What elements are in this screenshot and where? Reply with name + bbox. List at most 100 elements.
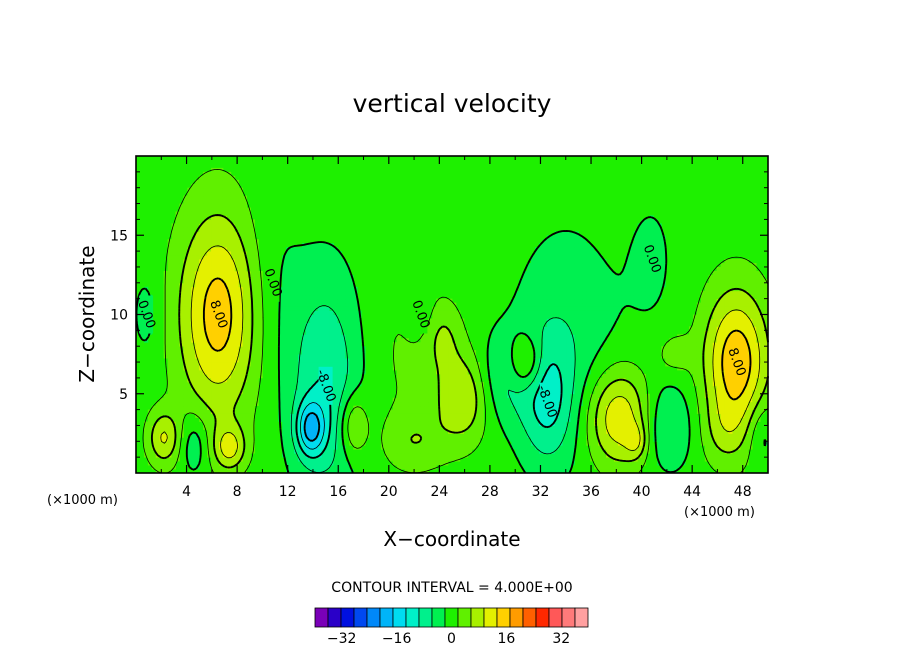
contour-cell	[203, 421, 208, 426]
contour-cell	[732, 445, 737, 450]
contour-cell	[250, 362, 255, 367]
contour-cell	[499, 401, 504, 407]
contour-cell	[546, 377, 552, 383]
contour-cell	[562, 429, 567, 434]
contour-cell	[606, 425, 611, 430]
contour-cell	[199, 362, 204, 367]
contour-cell	[665, 346, 670, 351]
contour-cell	[195, 330, 200, 335]
contour-cell	[440, 346, 445, 351]
contour-cell	[325, 453, 330, 458]
contour-cell	[286, 298, 291, 304]
contour-cell	[444, 413, 449, 418]
contour-cell	[491, 373, 496, 379]
contour-cell	[582, 314, 587, 319]
contour-cell	[550, 326, 556, 331]
contour-cell	[195, 322, 200, 327]
contour-cell	[242, 366, 247, 371]
contour-cell	[677, 429, 682, 434]
contour-cell	[408, 346, 413, 351]
contour-cell	[610, 381, 615, 387]
contour-cell	[428, 405, 433, 410]
contour-cell	[282, 377, 287, 383]
contour-cell	[740, 421, 745, 426]
contour-cell	[242, 346, 247, 351]
contour-cell	[341, 330, 346, 335]
contour-cell	[329, 437, 334, 442]
contour-cell	[207, 425, 212, 430]
contour-cell	[294, 334, 299, 339]
contour-cell	[704, 373, 710, 379]
contour-cell	[708, 377, 714, 383]
contour-cell	[226, 338, 232, 343]
contour-cell	[661, 409, 666, 414]
contour-cell	[637, 429, 642, 434]
contour-cell	[677, 354, 682, 359]
contour-cell	[503, 346, 508, 351]
contour-cell	[313, 322, 319, 327]
contour-cell	[258, 354, 263, 359]
contour-cell	[629, 453, 635, 458]
contour-cell	[286, 381, 291, 387]
contour-cell	[436, 409, 441, 414]
contour-cell	[629, 405, 635, 410]
contour-cell	[610, 369, 615, 375]
contour-cell	[448, 441, 453, 446]
contour-cell	[238, 326, 244, 331]
contour-cell	[215, 389, 220, 395]
contour-cell	[436, 413, 441, 418]
contour-cell	[246, 338, 251, 343]
contour-cell	[282, 417, 287, 422]
contour-cell	[716, 401, 721, 407]
contour-cell	[297, 362, 303, 367]
contour-cell	[740, 338, 745, 343]
contour-cell	[669, 445, 674, 450]
contour-cell	[179, 314, 184, 319]
contour-cell	[467, 342, 473, 347]
contour-cell	[408, 465, 413, 470]
contour-cell	[337, 346, 342, 351]
contour-cell	[159, 429, 165, 434]
contour-cell	[621, 453, 627, 458]
contour-cell	[633, 425, 639, 430]
contour-cell	[748, 322, 753, 327]
contour-cell	[602, 461, 607, 466]
contour-cell	[207, 421, 212, 426]
contour-cell	[507, 350, 512, 355]
contour-cell	[471, 377, 477, 383]
contour-cell	[645, 306, 650, 311]
contour-cell	[420, 465, 425, 470]
contour-cell	[459, 425, 465, 430]
contour-cell	[463, 413, 469, 418]
contour-cell	[444, 453, 449, 458]
contour-cell	[238, 318, 244, 323]
contour-cell	[586, 318, 591, 323]
contour-cell	[230, 449, 236, 454]
contour-cell	[195, 445, 200, 450]
contour-cell	[175, 389, 180, 395]
contour-cell	[602, 457, 607, 462]
contour-cell	[211, 413, 216, 418]
contour-cell	[499, 326, 504, 331]
contour-cell	[685, 358, 690, 363]
contour-cell	[136, 314, 141, 319]
contour-cell	[246, 302, 251, 307]
contour-cell	[724, 362, 729, 367]
contour-cell	[570, 322, 575, 327]
contour-cell	[286, 405, 291, 410]
contour-cell	[282, 429, 287, 434]
contour-cell	[724, 381, 729, 387]
contour-cell	[712, 437, 718, 442]
contour-cell	[479, 405, 484, 410]
contour-cell	[748, 393, 753, 399]
contour-cell	[151, 429, 157, 434]
contour-cell	[523, 326, 528, 331]
contour-cell	[400, 354, 405, 359]
contour-cell	[724, 369, 729, 375]
contour-cell	[333, 373, 338, 379]
contour-cell	[345, 330, 350, 335]
contour-cell	[602, 417, 607, 422]
contour-cell	[337, 377, 342, 383]
contour-cell	[602, 405, 607, 410]
contour-cell	[317, 461, 323, 466]
